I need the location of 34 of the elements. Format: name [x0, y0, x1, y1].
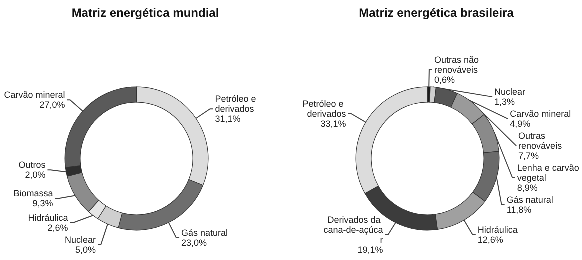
slice-label: Nuclear	[494, 87, 526, 98]
slice-label: Petróleo e derivados	[302, 98, 347, 119]
slice-label: Gás natural	[506, 195, 554, 206]
slice-label: Outras renováveis	[518, 131, 563, 152]
data-label: 9,3%	[32, 198, 54, 209]
slice-label: Lenha e carvão vegetal	[517, 163, 582, 184]
slice-label: Gás natural	[182, 228, 228, 238]
chart-title: Matriz energética brasileira	[359, 6, 514, 20]
slice-label: Derivados da cana-de-açúcar	[324, 215, 384, 245]
data-label: 2,0%	[25, 170, 46, 180]
data-label: 23,0%	[182, 238, 208, 248]
slice-label: Biomassa	[14, 188, 54, 199]
data-label: 5,0%	[76, 245, 96, 255]
data-label: 11,8%	[506, 205, 532, 216]
slice-label: Nuclear	[65, 235, 96, 245]
slice-label: Hidráulica	[478, 225, 518, 236]
slice-label: Hidráulica	[28, 213, 68, 223]
data-label: 19,1%	[358, 245, 384, 255]
data-label: 12,6%	[478, 235, 504, 246]
data-label: 8,9%	[517, 183, 538, 194]
slice-label: Carvão mineral	[510, 109, 572, 120]
slice-label: Carvão mineral	[4, 90, 66, 100]
data-label: 27,0%	[40, 100, 66, 110]
data-label: 7,7%	[518, 151, 540, 162]
data-label: 33,1%	[320, 118, 346, 129]
data-label: 31,1%	[215, 114, 241, 124]
data-label: 0,6%	[434, 75, 455, 86]
data-label: 4,9%	[510, 119, 531, 130]
slice-label: Outras não renováveis	[434, 55, 482, 76]
chart-title: Matriz energética mundial	[72, 6, 220, 20]
data-label: 2,6%	[48, 223, 68, 233]
slice-label: Petróleo e derivados	[215, 94, 259, 114]
data-label: 1,3%	[494, 97, 516, 108]
slice-label: Outros	[18, 160, 46, 170]
